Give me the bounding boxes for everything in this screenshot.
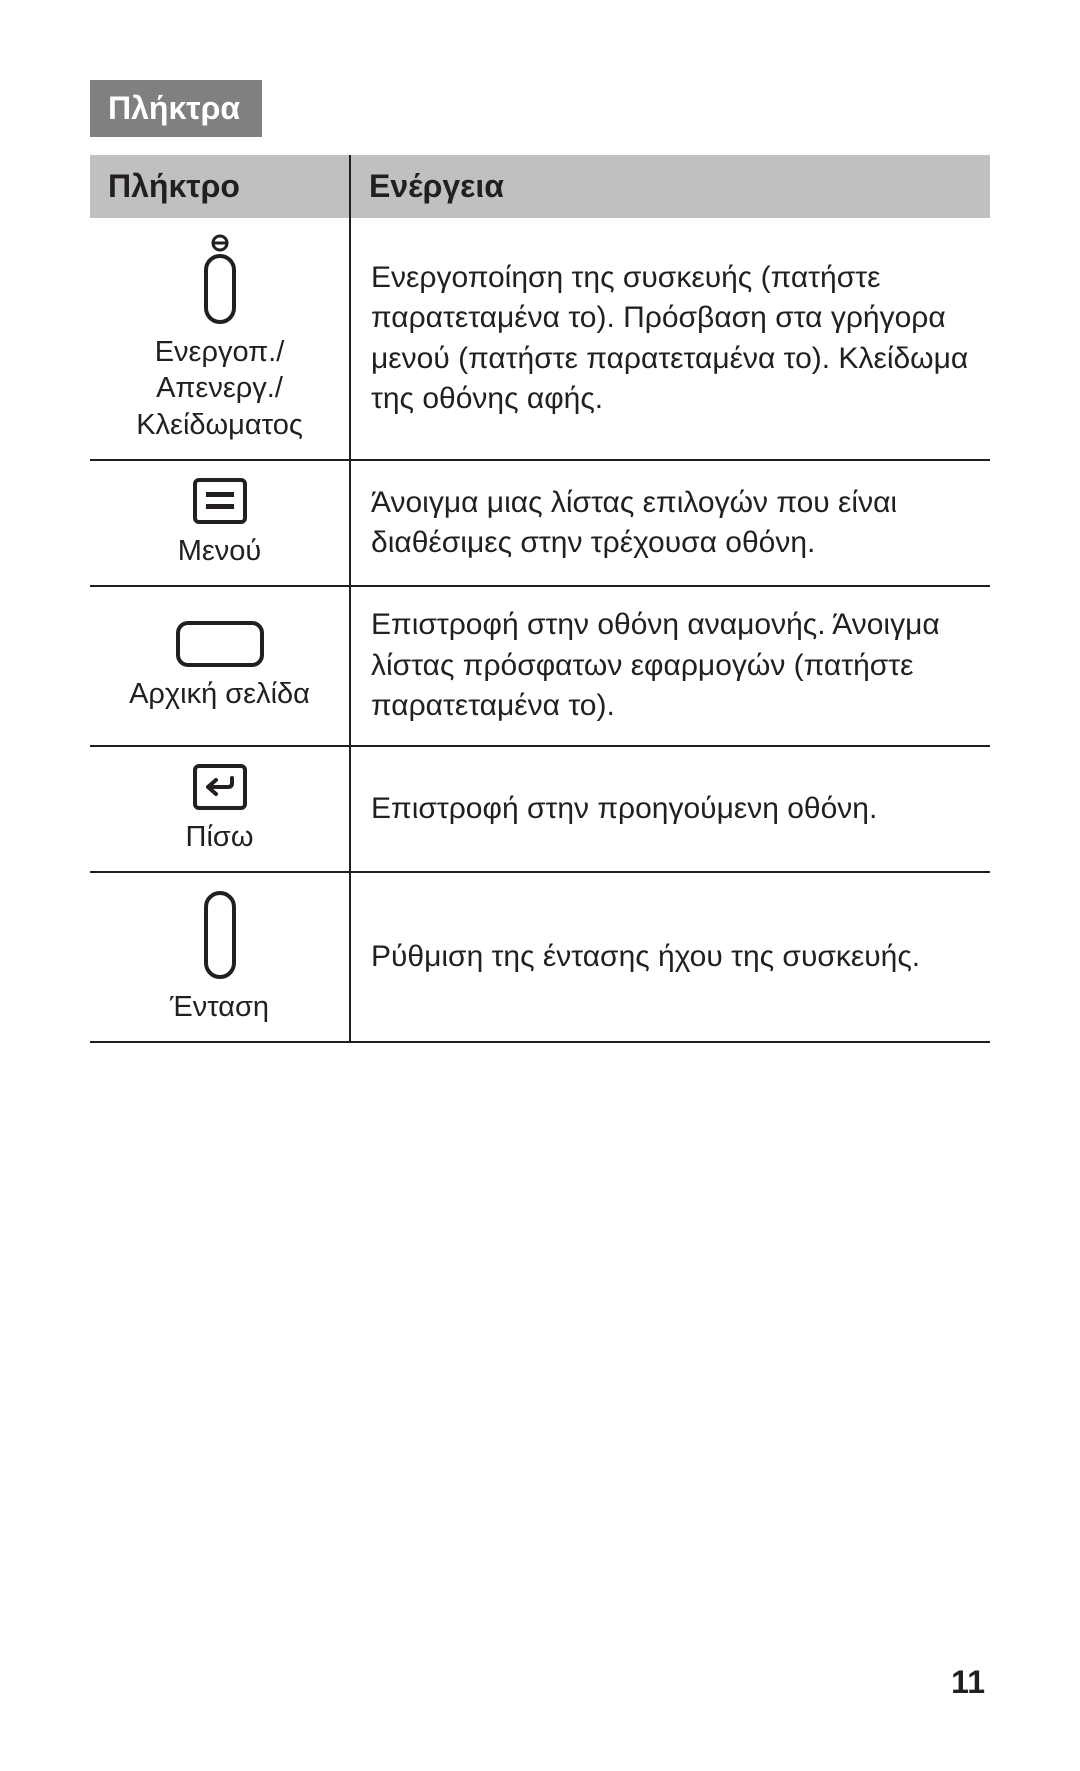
key-label: Ένταση [170, 989, 269, 1025]
key-cell: Ενεργοπ./ Απενεργ./ Κλείδωματος [98, 234, 341, 443]
table-header-row: Πλήκτρο Ενέργεια [90, 155, 990, 218]
key-label: Ενεργοπ./ Απενεργ./ Κλείδωματος [98, 334, 341, 443]
table-row: Ένταση Ρύθμιση της έντασης ήχου της συσκ… [90, 872, 990, 1042]
table-row: Πίσω Επιστροφή στην προηγούμενη οθόνη. [90, 746, 990, 872]
action-cell: Άνοιγμα μιας λίστας επιλογών που είναι δ… [350, 460, 990, 586]
table-row: Αρχική σελίδα Επιστροφή στην οθόνη αναμο… [90, 586, 990, 746]
keys-table: Πλήκτρο Ενέργεια Ενεργοπ./ Απενεργ./ Κλε… [90, 155, 990, 1043]
key-cell: Μενού [98, 477, 341, 569]
volume-icon [202, 889, 238, 981]
key-label: Αρχική σελίδα [129, 676, 310, 712]
key-cell: Ένταση [98, 889, 341, 1025]
key-cell: Αρχική σελίδα [98, 620, 341, 712]
document-page: Πλήκτρα Πλήκτρο Ενέργεια Ενεργοπ./ Απενε… [0, 0, 1080, 1043]
table-row: Μενού Άνοιγμα μιας λίστας επιλογών που ε… [90, 460, 990, 586]
action-cell: Ενεργοποίηση της συσκευής (πατήστε παρατ… [350, 218, 990, 460]
power-lock-icon [202, 234, 238, 326]
key-cell: Πίσω [98, 763, 341, 855]
page-number: 11 [951, 1664, 985, 1701]
key-label: Μενού [178, 533, 262, 569]
section-title-tab: Πλήκτρα [90, 80, 262, 137]
menu-icon [192, 477, 248, 525]
back-icon [192, 763, 248, 811]
action-cell: Ρύθμιση της έντασης ήχου της συσκευής. [350, 872, 990, 1042]
action-cell: Επιστροφή στην οθόνη αναμονής. Άνοιγμα λ… [350, 586, 990, 746]
table-row: Ενεργοπ./ Απενεργ./ Κλείδωματος Ενεργοπο… [90, 218, 990, 460]
home-icon [175, 620, 265, 668]
action-cell: Επιστροφή στην προηγούμενη οθόνη. [350, 746, 990, 872]
key-label: Πίσω [186, 819, 254, 855]
section-title-text: Πλήκτρα [108, 90, 240, 126]
column-header-action: Ενέργεια [350, 155, 990, 218]
column-header-key: Πλήκτρο [90, 155, 350, 218]
